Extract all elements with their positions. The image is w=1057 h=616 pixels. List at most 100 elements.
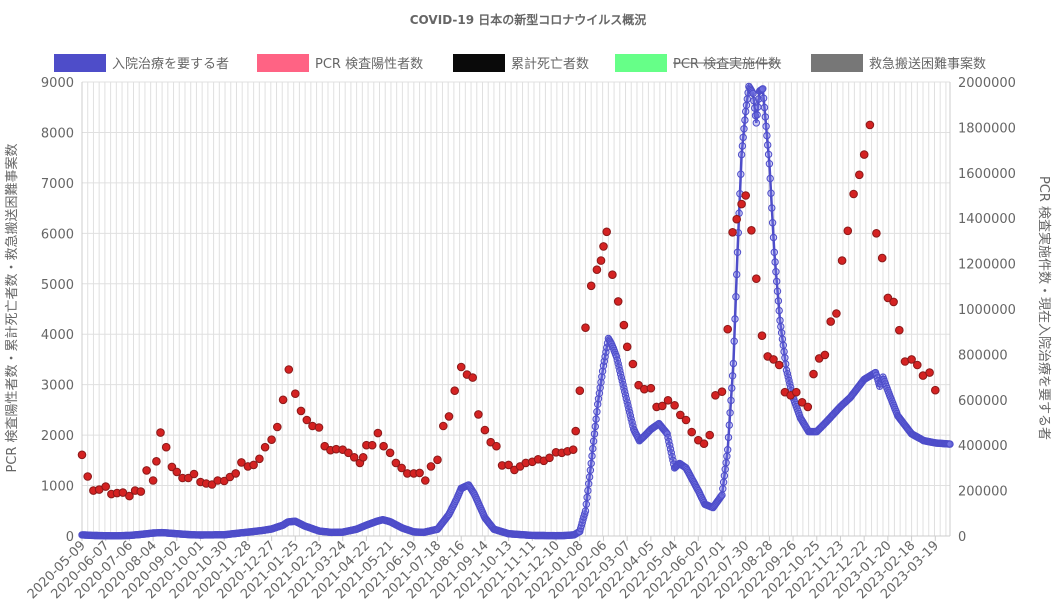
point-pcr-positive bbox=[260, 442, 270, 452]
point-hospitalized bbox=[781, 354, 789, 362]
point-pcr-positive bbox=[895, 325, 904, 335]
point-pcr-positive bbox=[855, 170, 864, 180]
point-hospitalized bbox=[752, 119, 760, 127]
point-pcr-positive bbox=[913, 360, 922, 370]
series-layer bbox=[77, 82, 954, 540]
point-pcr-positive bbox=[769, 355, 778, 364]
point-pcr-positive bbox=[581, 323, 590, 333]
point-pcr-positive bbox=[426, 462, 436, 471]
point-pcr-positive bbox=[843, 226, 853, 236]
point-hospitalized bbox=[763, 131, 771, 140]
y-left-tick-label: 5000 bbox=[41, 278, 74, 293]
y-right-tick-label: 600000 bbox=[958, 394, 1008, 409]
point-hospitalized bbox=[733, 248, 742, 257]
y-right-tick-label: 1000000 bbox=[958, 303, 1016, 318]
point-pcr-positive bbox=[421, 476, 430, 485]
legend-swatch bbox=[615, 54, 667, 72]
point-hospitalized bbox=[778, 335, 787, 343]
chart-title: COVID-19 日本の新型コロナウイルス概況 bbox=[410, 12, 646, 27]
y-left-tick-label: 4000 bbox=[41, 328, 74, 343]
point-pcr-positive bbox=[849, 189, 858, 199]
point-pcr-positive bbox=[575, 386, 585, 396]
point-pcr-positive bbox=[391, 458, 401, 468]
point-pcr-positive bbox=[415, 468, 424, 478]
point-hospitalized bbox=[583, 493, 591, 502]
legend-item[interactable]: 入院治療を要する者 bbox=[54, 54, 229, 72]
point-hospitalized bbox=[593, 408, 601, 416]
legend-item[interactable]: PCR 検査実施件数 bbox=[615, 54, 782, 72]
y-right-tick-label: 800000 bbox=[958, 348, 1008, 363]
point-hospitalized bbox=[598, 373, 606, 381]
point-pcr-positive bbox=[161, 442, 171, 452]
point-pcr-positive bbox=[752, 274, 761, 284]
point-hospitalized bbox=[728, 372, 737, 380]
point-hospitalized bbox=[742, 107, 750, 116]
point-hospitalized bbox=[764, 150, 773, 159]
point-pcr-positive bbox=[237, 458, 246, 467]
legend-item[interactable]: PCR 検査陽性者数 bbox=[257, 54, 423, 72]
point-pcr-positive bbox=[658, 401, 667, 411]
point-hospitalized bbox=[719, 485, 727, 493]
point-pcr-positive bbox=[349, 453, 359, 462]
point-pcr-positive bbox=[492, 441, 501, 451]
point-hospitalized bbox=[594, 395, 603, 403]
point-pcr-positive bbox=[156, 428, 165, 437]
point-pcr-positive bbox=[826, 317, 836, 326]
point-hospitalized bbox=[724, 433, 733, 442]
point-pcr-positive bbox=[602, 227, 612, 237]
point-pcr-positive bbox=[619, 320, 629, 330]
point-pcr-positive bbox=[592, 265, 602, 275]
point-hospitalized bbox=[587, 459, 595, 468]
point-pcr-positive bbox=[278, 395, 288, 405]
point-hospitalized bbox=[777, 329, 786, 337]
point-hospitalized bbox=[754, 103, 762, 111]
point-hospitalized bbox=[773, 287, 782, 295]
point-hospitalized bbox=[725, 421, 733, 429]
point-pcr-positive bbox=[314, 423, 324, 432]
legend-label: PCR 検査陽性者数 bbox=[315, 57, 423, 72]
point-pcr-positive bbox=[681, 415, 691, 425]
point-hospitalized bbox=[723, 452, 731, 460]
y-right-tick-label: 1200000 bbox=[958, 258, 1016, 273]
point-hospitalized bbox=[718, 491, 726, 499]
point-hospitalized bbox=[581, 507, 590, 515]
point-pcr-positive bbox=[792, 387, 801, 397]
point-pcr-positive bbox=[231, 469, 240, 478]
point-pcr-positive bbox=[249, 460, 258, 470]
point-pcr-positive bbox=[628, 359, 638, 369]
point-pcr-positive bbox=[586, 281, 596, 291]
point-hospitalized bbox=[590, 430, 599, 438]
point-pcr-positive bbox=[255, 454, 264, 464]
point-pcr-positive bbox=[118, 488, 128, 497]
point-hospitalized bbox=[737, 150, 746, 159]
point-hospitalized bbox=[782, 360, 790, 368]
point-pcr-positive bbox=[284, 365, 294, 374]
point-pcr-positive bbox=[717, 387, 727, 397]
point-hospitalized bbox=[769, 233, 778, 242]
point-pcr-positive bbox=[167, 462, 177, 472]
legend-label: 入院治療を要する者 bbox=[112, 57, 229, 72]
point-pcr-positive bbox=[367, 440, 377, 450]
y-left-axis-title: PCR 検査陽性者数・累計死亡者数・救急搬送困難事案数 bbox=[4, 143, 20, 472]
point-hospitalized bbox=[742, 101, 751, 110]
point-hospitalized bbox=[772, 268, 780, 276]
y-right-tick-label: 200000 bbox=[958, 485, 1008, 500]
point-hospitalized bbox=[762, 122, 770, 131]
point-hospitalized bbox=[774, 297, 783, 305]
y-left-tick-label: 6000 bbox=[41, 227, 74, 242]
legend-swatch bbox=[54, 54, 106, 72]
legend-item[interactable]: 累計死亡者数 bbox=[453, 54, 589, 72]
legend-item[interactable]: 救急搬送困難事案数 bbox=[811, 54, 986, 72]
point-pcr-positive bbox=[832, 309, 841, 318]
point-hospitalized bbox=[743, 95, 751, 103]
point-hospitalized bbox=[739, 133, 747, 142]
point-pcr-positive bbox=[663, 396, 673, 405]
legend-label: 救急搬送困難事案数 bbox=[869, 56, 986, 72]
y-right-axis-title: PCR 検査実施件数・現在入院治療を要する者 bbox=[1036, 176, 1052, 440]
point-hospitalized bbox=[741, 116, 749, 124]
point-hospitalized bbox=[584, 486, 592, 495]
point-pcr-positive bbox=[397, 463, 406, 473]
point-hospitalized bbox=[731, 315, 739, 323]
point-pcr-positive bbox=[152, 457, 161, 466]
point-hospitalized bbox=[766, 174, 774, 183]
